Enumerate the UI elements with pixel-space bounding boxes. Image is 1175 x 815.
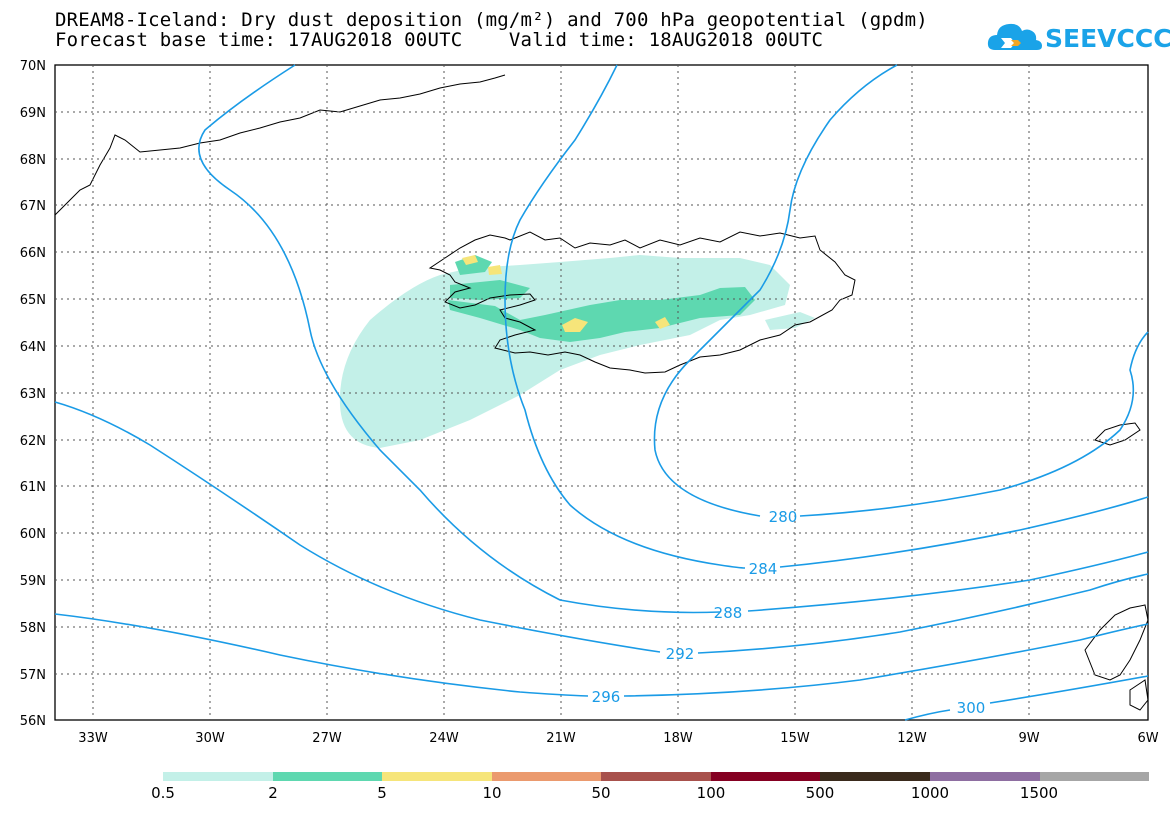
cloud-icon: [987, 23, 1042, 50]
contour-label: 300: [957, 699, 986, 717]
legend-colorbar: [163, 772, 1150, 781]
latitude-labels: 70N 69N 68N 67N 66N 65N 64N 63N 62N 61N …: [20, 59, 46, 729]
contour-label: 288: [714, 604, 743, 622]
seevccc-logo: SEEVCCC: [985, 16, 1172, 60]
gridlines: [55, 65, 1148, 720]
legend-label: 10: [482, 784, 502, 802]
geopotential-contours: [54, 64, 1149, 721]
contour-label: 296: [592, 688, 621, 706]
lon-label: 12W: [897, 731, 927, 746]
legend-swatch: [710, 772, 821, 781]
legend-swatch: [272, 772, 383, 781]
coastlines: [54, 74, 1149, 711]
legend-label: 1500: [1019, 784, 1059, 802]
lat-label: 63N: [20, 387, 46, 402]
lat-label: 70N: [20, 59, 46, 74]
lat-label: 62N: [20, 434, 46, 449]
lat-label: 61N: [20, 480, 46, 495]
legend-label: 50: [591, 784, 611, 802]
legend-label: 0.5: [151, 784, 175, 802]
lat-label: 64N: [20, 340, 46, 355]
lat-label: 69N: [20, 106, 46, 121]
lon-label: 9W: [1018, 731, 1039, 746]
legend-label: 2: [268, 784, 278, 802]
lon-label: 24W: [429, 731, 459, 746]
logo-text: SEEVCCC: [1045, 24, 1172, 53]
lon-label: 18W: [663, 731, 693, 746]
lat-label: 56N: [20, 714, 46, 729]
map-subtitle: Forecast base time: 17AUG2018 00UTC Vali…: [55, 29, 824, 51]
contour-label: 280: [769, 508, 798, 526]
lon-label: 27W: [312, 731, 342, 746]
lat-label: 58N: [20, 621, 46, 636]
lat-label: 65N: [20, 293, 46, 308]
legend-swatch: [601, 772, 711, 781]
dust-deposition-shading: [339, 255, 815, 448]
lat-label: 57N: [20, 668, 46, 683]
lon-label: 15W: [780, 731, 810, 746]
legend-label: 500: [805, 784, 835, 802]
legend-label: 1000: [910, 784, 950, 802]
lat-label: 67N: [20, 199, 46, 214]
legend-label: 5: [377, 784, 387, 802]
lon-label: 21W: [546, 731, 576, 746]
legend-swatch: [820, 772, 930, 781]
contour-label: 292: [666, 645, 695, 663]
longitude-labels: 33W 30W 27W 24W 21W 18W 15W 12W 9W 6W: [78, 731, 1158, 746]
contour-labels: 280 284 288 292 296 300: [592, 508, 986, 717]
legend-swatch: [929, 772, 1040, 781]
map-title: DREAM8-Iceland: Dry dust deposition (mg/…: [55, 9, 928, 31]
lat-label: 68N: [20, 153, 46, 168]
lat-label: 59N: [20, 574, 46, 589]
lon-label: 30W: [195, 731, 225, 746]
legend-swatch: [1039, 772, 1150, 781]
lon-label: 6W: [1137, 731, 1158, 746]
lat-label: 60N: [20, 527, 46, 542]
legend-label: 100: [696, 784, 726, 802]
lat-label: 66N: [20, 246, 46, 261]
legend-swatch: [163, 772, 273, 781]
legend-swatch: [382, 772, 492, 781]
contour-label: 284: [749, 560, 778, 578]
legend-swatch: [491, 772, 602, 781]
lon-label: 33W: [78, 731, 108, 746]
